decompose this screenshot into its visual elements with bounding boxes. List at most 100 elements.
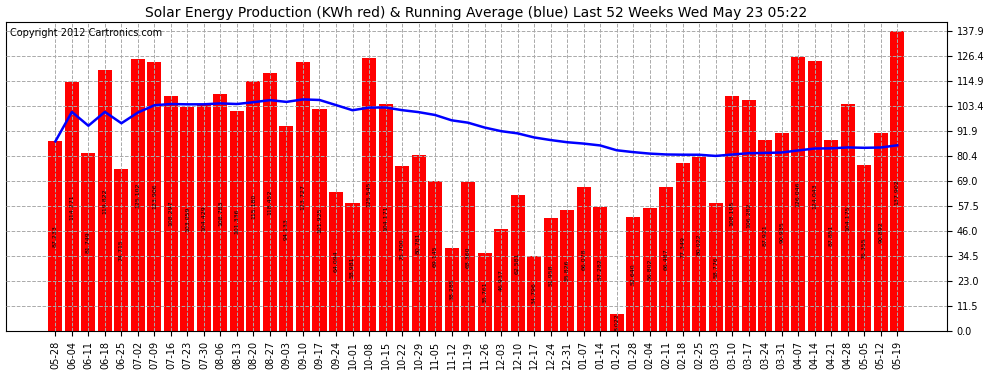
Text: 124.043: 124.043	[812, 183, 817, 209]
Text: 87.233: 87.233	[52, 225, 57, 247]
Text: 58.776: 58.776	[713, 256, 718, 278]
Text: 106.282: 106.282	[746, 203, 751, 228]
Bar	[279, 126, 293, 332]
Bar	[362, 58, 376, 332]
Bar	[346, 203, 359, 332]
Bar	[593, 207, 607, 332]
Bar	[180, 107, 194, 332]
Bar	[412, 155, 426, 332]
Text: 115.180: 115.180	[251, 193, 256, 219]
Bar	[148, 62, 161, 332]
Text: 56.802: 56.802	[647, 259, 652, 280]
Bar	[560, 210, 574, 332]
Text: 104.171: 104.171	[383, 205, 388, 231]
Bar	[775, 134, 789, 332]
Bar	[808, 61, 822, 332]
Text: 119.822: 119.822	[102, 188, 107, 214]
Bar	[709, 203, 723, 332]
Text: 114.271: 114.271	[69, 194, 74, 220]
Bar	[758, 140, 772, 332]
Text: 51.958: 51.958	[548, 264, 553, 285]
Text: 104.175: 104.175	[845, 205, 850, 231]
Text: 123.906: 123.906	[151, 184, 157, 209]
Bar	[329, 192, 343, 332]
Text: 77.349: 77.349	[680, 236, 685, 258]
Bar	[477, 254, 492, 332]
Bar	[494, 229, 508, 332]
Text: 108.105: 108.105	[730, 201, 735, 226]
Text: 94.133: 94.133	[284, 218, 289, 240]
Text: 52.640: 52.640	[631, 263, 636, 285]
Text: 55.826: 55.826	[564, 260, 569, 281]
Text: 118.452: 118.452	[267, 190, 272, 215]
Bar	[395, 166, 409, 332]
Bar	[890, 31, 904, 332]
Text: 34.796: 34.796	[532, 282, 537, 304]
Text: 64.094: 64.094	[334, 251, 339, 272]
Bar	[115, 169, 129, 332]
Bar	[445, 248, 458, 332]
Bar	[511, 195, 525, 332]
Bar	[214, 94, 228, 332]
Text: 66.487: 66.487	[663, 248, 668, 270]
Bar	[81, 153, 95, 332]
Bar	[610, 314, 624, 332]
Text: 46.937: 46.937	[499, 269, 504, 291]
Bar	[428, 181, 443, 332]
Bar	[857, 165, 871, 332]
Title: Solar Energy Production (KWh red) & Running Average (blue) Last 52 Weeks Wed May: Solar Energy Production (KWh red) & Runn…	[146, 6, 808, 20]
Bar	[742, 100, 755, 332]
Text: 90.935: 90.935	[779, 222, 784, 243]
Bar	[296, 62, 310, 332]
Bar	[643, 208, 656, 332]
Text: 125.102: 125.102	[136, 182, 141, 208]
Text: 87.921: 87.921	[762, 225, 767, 246]
Bar	[874, 134, 888, 332]
Text: 126.046: 126.046	[796, 182, 801, 207]
Text: 108.783: 108.783	[218, 200, 223, 226]
Bar	[65, 82, 79, 332]
Bar	[263, 74, 277, 332]
Text: 125.545: 125.545	[366, 182, 371, 207]
Text: 75.700: 75.700	[400, 238, 405, 260]
Text: 87.851: 87.851	[829, 225, 834, 246]
Text: 69.145: 69.145	[433, 245, 438, 267]
Text: 103.059: 103.059	[185, 206, 190, 232]
Bar	[626, 217, 641, 332]
Text: 123.727: 123.727	[301, 184, 306, 210]
Bar	[230, 111, 244, 332]
Bar	[527, 256, 542, 332]
Text: 101.925: 101.925	[317, 208, 322, 233]
Text: 80.781: 80.781	[416, 232, 421, 254]
Bar	[825, 140, 839, 332]
Text: 90.892: 90.892	[878, 222, 883, 243]
Text: 68.360: 68.360	[465, 246, 470, 268]
Bar	[313, 110, 327, 332]
Text: Copyright 2012 Cartronics.com: Copyright 2012 Cartronics.com	[10, 28, 162, 38]
Text: 108.297: 108.297	[168, 201, 173, 226]
Bar	[841, 105, 854, 332]
Bar	[49, 141, 62, 332]
Bar	[131, 59, 145, 332]
Text: 80.022: 80.022	[697, 233, 702, 255]
Text: 38.285: 38.285	[449, 279, 454, 300]
Text: 66.078: 66.078	[581, 249, 586, 270]
Bar	[659, 186, 673, 332]
Bar	[164, 96, 178, 332]
Text: 57.282: 57.282	[598, 258, 603, 280]
Bar	[98, 70, 112, 332]
Text: 137.902: 137.902	[895, 179, 900, 205]
Bar	[197, 104, 211, 332]
Bar	[544, 218, 557, 332]
Bar	[247, 81, 260, 332]
Bar	[726, 96, 740, 332]
Bar	[692, 157, 706, 332]
Bar	[378, 105, 393, 332]
Text: 8.022: 8.022	[614, 314, 619, 332]
Bar	[791, 57, 805, 332]
Bar	[461, 183, 475, 332]
Text: 76.355: 76.355	[861, 237, 867, 259]
Text: 74.715: 74.715	[119, 239, 124, 261]
Bar	[675, 163, 690, 332]
Text: 104.429: 104.429	[201, 205, 207, 231]
